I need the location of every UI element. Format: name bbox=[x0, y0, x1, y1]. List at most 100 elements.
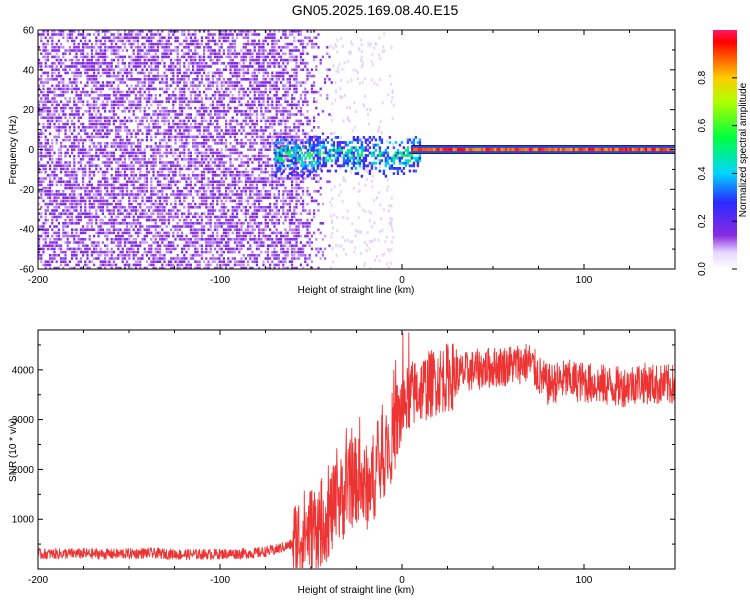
spectrogram-cell bbox=[108, 212, 111, 215]
spectrogram-cell bbox=[62, 68, 65, 71]
spectrogram-cell bbox=[126, 164, 129, 167]
spectrogram-cell bbox=[38, 170, 41, 174]
spectrogram-cell bbox=[249, 126, 252, 129]
spectrogram-cell bbox=[271, 84, 274, 87]
spectrogram-cell bbox=[73, 170, 76, 174]
spectrogram-cell bbox=[49, 174, 52, 177]
spectrogram-cell bbox=[134, 241, 137, 244]
spectrogram-cell bbox=[88, 78, 91, 81]
spectrogram-cell bbox=[198, 30, 201, 33]
spectrogram-cell bbox=[251, 186, 254, 190]
spectrogram-cell bbox=[132, 238, 135, 241]
spectrogram-cell bbox=[130, 164, 133, 167]
spectrogram-cell bbox=[95, 78, 98, 81]
spectrogram-cell bbox=[40, 100, 43, 103]
spectrogram-cell bbox=[266, 154, 269, 158]
spectrogram-cell bbox=[64, 254, 67, 257]
spectrogram-cell bbox=[170, 62, 173, 65]
spectrogram-cell bbox=[73, 122, 76, 126]
spectrogram-cell bbox=[185, 167, 188, 171]
spectrogram-cell bbox=[163, 186, 166, 190]
spectrogram-cell bbox=[44, 238, 47, 241]
spectrogram-cell bbox=[51, 113, 54, 116]
spectrogram-cell bbox=[247, 52, 250, 55]
spectrogram-cell bbox=[159, 174, 162, 177]
spectrogram-cell bbox=[161, 116, 164, 119]
spectrogram-cell bbox=[95, 193, 98, 196]
spectrogram-cell bbox=[211, 170, 214, 174]
spectrogram-cell bbox=[95, 247, 98, 251]
spectrogram-cell bbox=[117, 164, 120, 167]
spectrogram-cell bbox=[187, 167, 190, 171]
spectrogram-cell bbox=[244, 174, 247, 177]
spectrogram-cell bbox=[42, 90, 45, 94]
spectrogram-cell bbox=[260, 180, 263, 183]
spectrogram-cell bbox=[152, 126, 155, 129]
spectrogram-cell bbox=[167, 260, 170, 263]
spectrogram-cell bbox=[150, 193, 153, 196]
spectrogram-cell bbox=[152, 174, 155, 177]
spectrogram-cell bbox=[154, 135, 157, 139]
spectrogram-cell bbox=[240, 68, 243, 71]
spectrogram-cell bbox=[222, 228, 225, 231]
spectrogram-cell bbox=[130, 202, 133, 206]
spectrogram-cell bbox=[119, 209, 122, 212]
spectrogram-cell bbox=[57, 254, 60, 257]
spectrogram-cell bbox=[95, 39, 98, 43]
spectrogram-cell bbox=[220, 212, 223, 215]
spectrogram-cell bbox=[121, 212, 124, 215]
spectrogram-cell bbox=[53, 49, 56, 52]
spectrogram-cell bbox=[161, 78, 164, 81]
spectrogram-cell bbox=[145, 113, 148, 116]
spectrogram-cell bbox=[123, 241, 126, 244]
spectrogram-cell bbox=[242, 55, 245, 59]
spectrogram-cell bbox=[145, 135, 148, 139]
spectrogram-cell bbox=[260, 42, 263, 46]
spectrogram-cell bbox=[101, 148, 104, 151]
spectrogram-cell bbox=[117, 36, 120, 39]
spectrogram-cell bbox=[130, 247, 133, 251]
spectrogram-cell bbox=[198, 94, 201, 97]
spectrogram-cell bbox=[82, 228, 85, 231]
spectrogram-cell bbox=[77, 100, 80, 103]
spectrogram-cell bbox=[75, 110, 78, 113]
spectrogram-cell bbox=[260, 90, 263, 94]
spectrogram-cell bbox=[57, 74, 60, 78]
spectrogram-cell bbox=[84, 215, 87, 219]
spectrogram-cell bbox=[137, 49, 140, 52]
spectrogram-cell bbox=[271, 174, 274, 177]
spectrogram-cell bbox=[161, 215, 164, 219]
spectrogram-cell bbox=[198, 222, 201, 225]
spectrogram-cell bbox=[123, 154, 126, 158]
spectrogram-cell bbox=[207, 145, 210, 148]
spectrogram-cell bbox=[112, 260, 115, 263]
spectrogram-cell bbox=[194, 78, 197, 81]
spectrogram-cell bbox=[198, 42, 201, 46]
spectrogram-cell bbox=[159, 212, 162, 215]
spectrogram-cell bbox=[194, 106, 197, 110]
spectrogram-cell bbox=[101, 218, 104, 222]
spectrogram-cell bbox=[55, 164, 58, 167]
spectrogram-cell bbox=[174, 58, 177, 62]
spectrogram-cell bbox=[200, 81, 203, 84]
spectrogram-cell bbox=[167, 42, 170, 46]
spectrogram-cell bbox=[269, 180, 272, 183]
spectrogram-cell bbox=[126, 106, 129, 110]
spectrogram-cell bbox=[253, 87, 256, 91]
spectrogram-cell bbox=[106, 116, 109, 119]
spectrogram-cell bbox=[231, 225, 234, 228]
spectrogram-cell bbox=[79, 148, 82, 151]
spectrogram-cell bbox=[264, 126, 267, 129]
spectrogram-cell bbox=[139, 33, 142, 36]
spectrogram-cell bbox=[178, 164, 181, 167]
spectrogram-cell bbox=[104, 132, 107, 135]
spectrogram-cell bbox=[115, 161, 118, 164]
spectrogram-cell bbox=[225, 167, 228, 171]
spectrogram-cell bbox=[40, 206, 43, 209]
spectrogram-cell bbox=[258, 167, 261, 171]
spectrogram-cell bbox=[225, 132, 228, 135]
spectrogram-cell bbox=[220, 199, 223, 203]
spectrogram-cell bbox=[84, 132, 87, 135]
spectrogram-cell bbox=[240, 138, 243, 142]
spectrogram-cell bbox=[75, 87, 78, 91]
